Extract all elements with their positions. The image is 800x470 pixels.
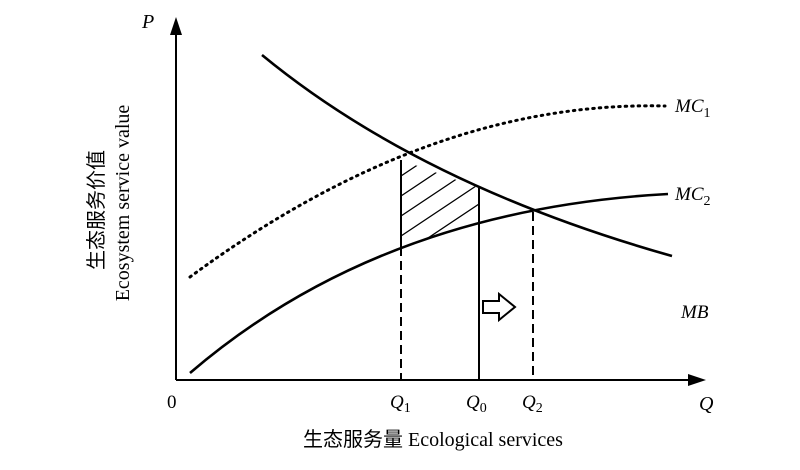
q2-label-sub: 2 [536, 401, 543, 416]
y-axis-title-en: Ecosystem service value [112, 105, 134, 302]
y-axis-symbol: P [141, 11, 154, 33]
mc1-label: MC1 [674, 96, 711, 121]
hatched-welfare-area [401, 160, 479, 247]
q2-label: Q2 [522, 392, 543, 416]
mc1-label-sub: 1 [704, 106, 711, 121]
mb-curve [261, 53, 673, 258]
y-axis-title-cn: 生态服务价值 [85, 150, 108, 270]
mc2-label-sub: 2 [704, 194, 711, 209]
mb-label: MB [680, 302, 709, 323]
mc1-label-main: MC [674, 96, 704, 117]
q0-label-sub: 0 [480, 401, 487, 416]
mc2-label-main: MC [674, 184, 704, 205]
mc2-label: MC2 [674, 184, 711, 209]
q1-label-sub: 1 [404, 401, 411, 416]
shift-right-arrow-icon [482, 291, 517, 323]
q2-label-main: Q [522, 392, 536, 413]
q0-label-main: Q [466, 392, 480, 413]
q1-label-main: Q [390, 392, 404, 413]
mc2-curve [189, 192, 669, 374]
x-axis-symbol: Q [699, 393, 714, 415]
x-axis-title: 生态服务量 Ecological services [303, 428, 563, 451]
x-axis-arrowhead [688, 374, 706, 386]
q0-label: Q0 [466, 392, 487, 416]
origin-label: 0 [167, 392, 177, 413]
q1-label: Q1 [390, 392, 411, 416]
mc1-curve [188, 104, 667, 279]
y-axis-arrowhead [170, 17, 182, 35]
